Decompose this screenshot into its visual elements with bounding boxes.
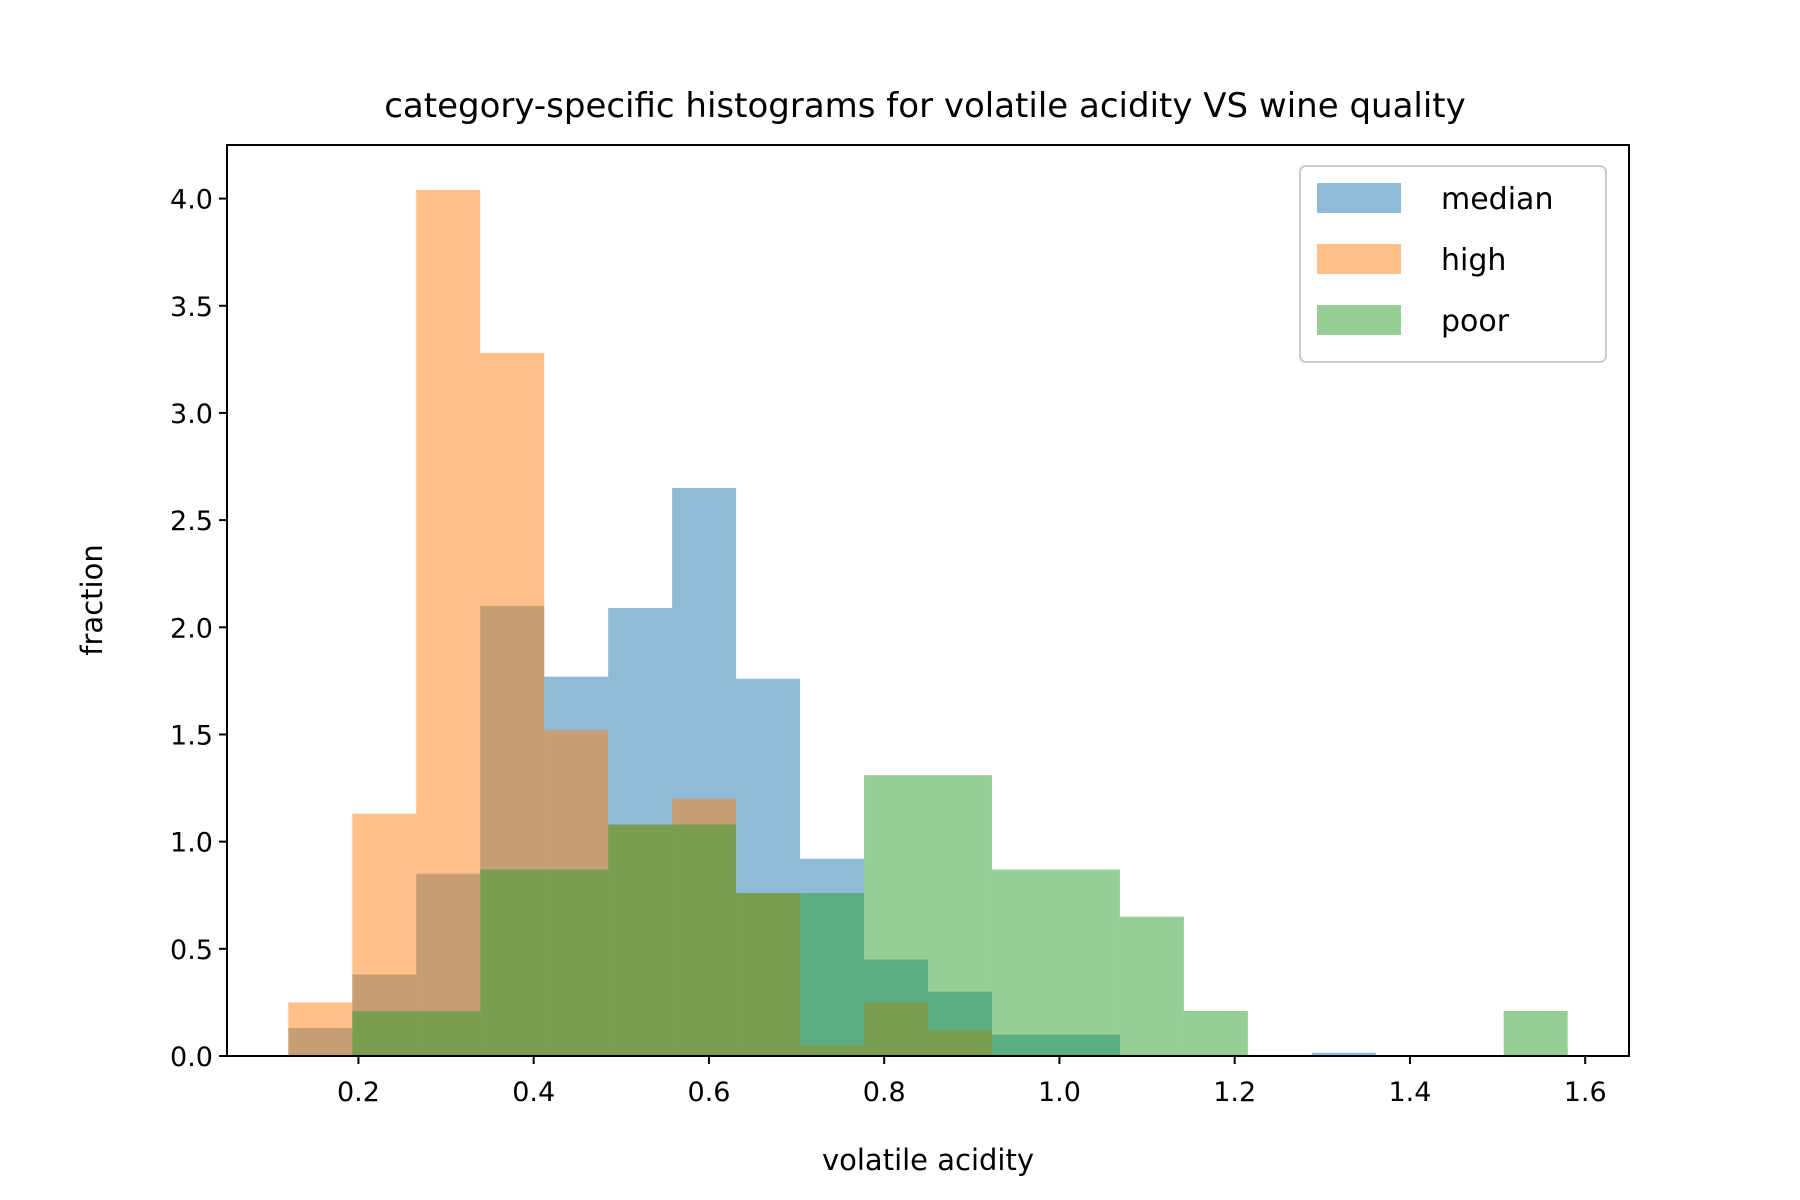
y-tick-label: 1.0 (170, 828, 213, 859)
x-tick-label: 1.0 (1038, 1077, 1081, 1108)
legend: median high poor (1299, 165, 1607, 363)
bar-poor-8 (1503, 1010, 1568, 1056)
legend-label-median: median (1441, 182, 1553, 217)
y-tick-label: 4.0 (170, 185, 213, 216)
bar-poor-7 (1183, 1010, 1248, 1056)
bar-high-2 (416, 190, 481, 1056)
legend-items: median high poor (1317, 182, 1553, 339)
bar-poor-2 (608, 824, 737, 1056)
legend-swatch-median (1317, 183, 1401, 213)
x-tick-label: 0.8 (863, 1077, 906, 1108)
legend-swatch-poor (1317, 305, 1401, 335)
legend-label-poor: poor (1441, 304, 1510, 339)
bar-median-14 (1311, 1052, 1376, 1056)
bar-poor-5 (991, 869, 1120, 1056)
y-axis-ticks: 0.0 0.5 1.0 1.5 2.0 2.5 3.0 3.5 4.0 (170, 185, 227, 1073)
plot-frame (226, 144, 1630, 1057)
x-axis-label: volatile acidity (822, 1143, 1034, 1177)
x-axis-ticks: 0.2 0.4 0.6 0.8 1.0 1.2 1.4 1.6 (337, 1056, 1607, 1108)
x-tick-label: 0.2 (337, 1077, 380, 1108)
x-tick-label: 0.6 (687, 1077, 730, 1108)
y-tick-label: 2.0 (170, 613, 213, 644)
x-tick-label: 1.4 (1388, 1077, 1431, 1108)
bar-poor-0 (352, 1010, 481, 1056)
bar-poor-6 (1119, 916, 1184, 1056)
chart-title: category-specific histograms for volatil… (384, 86, 1466, 126)
x-tick-label: 1.2 (1213, 1077, 1256, 1108)
y-tick-label: 3.0 (170, 399, 213, 430)
x-tick-label: 1.6 (1564, 1077, 1607, 1108)
bars-layer (288, 190, 1568, 1057)
legend-swatch-high (1317, 244, 1401, 274)
y-tick-label: 2.5 (170, 506, 213, 537)
bar-poor-1 (480, 869, 609, 1056)
y-axis-label: fraction (75, 544, 109, 655)
bar-high-0 (288, 1002, 353, 1056)
y-tick-label: 1.5 (170, 720, 213, 751)
bar-poor-3 (736, 893, 865, 1056)
bar-poor-4 (864, 775, 992, 1056)
legend-label-high: high (1441, 243, 1506, 278)
y-tick-label: 0.5 (170, 935, 213, 966)
y-tick-label: 0.0 (170, 1042, 213, 1073)
series-poor (352, 775, 1568, 1056)
x-tick-label: 0.4 (512, 1077, 555, 1108)
y-tick-label: 3.5 (170, 292, 213, 323)
